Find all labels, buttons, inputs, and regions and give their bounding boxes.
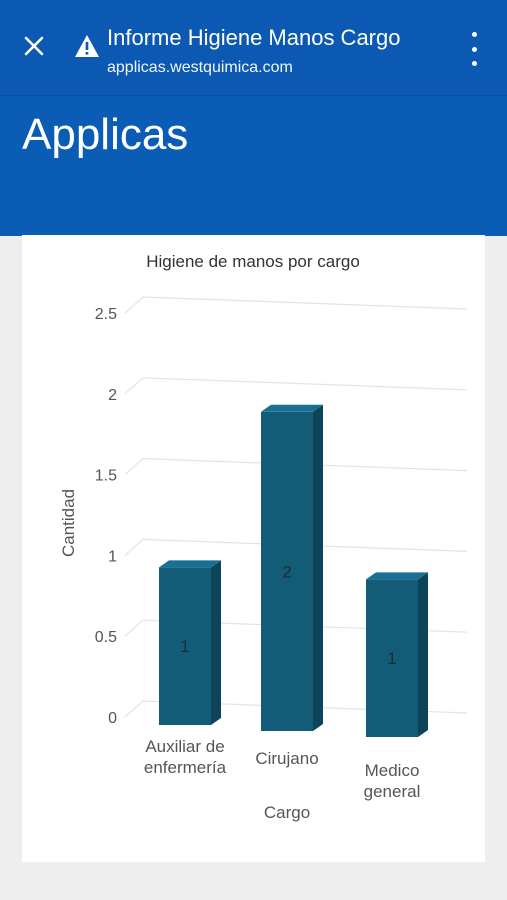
y-tick-label: 2 [108,387,117,404]
gridlines [124,296,468,718]
x-tick-label: Auxiliar de enfermería [144,737,227,777]
gridline [124,700,468,718]
bar-top [261,404,323,412]
bar: 1 [366,572,428,737]
x-tick-label: Cirujano [255,749,318,768]
bar-front [366,579,418,737]
bar-data-label: 1 [387,649,396,668]
close-button[interactable] [18,30,50,62]
bar-top [366,572,428,580]
bars: 1 2 1 [159,404,428,737]
y-tick-label: 0 [108,710,117,727]
x-axis-title: Cargo [264,803,310,822]
bar-chart: Higiene de manos por cargo Cantidad Carg… [59,252,468,822]
app-title: Applicas [22,110,189,159]
y-tick-label: 1.5 [95,468,117,485]
y-tick-label: 0.5 [95,629,117,646]
bar-side [418,572,428,737]
close-icon [24,36,44,56]
bar-side [211,560,221,725]
page-url[interactable]: applicas.westquimica.com [107,59,293,76]
gridline [124,457,468,476]
warning-icon[interactable] [74,34,100,58]
bar-side [313,404,323,731]
y-axis-title: Cantidad [59,489,78,557]
y-axis-ticks: 0 0.5 1 1.5 2 2.5 [95,306,117,727]
more-vert-icon-dot [471,32,477,37]
more-vert-icon-dot [471,46,477,52]
chart-card: Higiene de manos por cargo Cantidad Carg… [22,235,485,862]
gridline [124,377,468,395]
more-vert-icon-dot [471,61,477,66]
x-tick-label: Medico general [364,761,421,801]
chart-title: Higiene de manos por cargo [146,252,360,271]
y-tick-label: 2.5 [95,306,117,323]
bar: 1 [159,560,221,725]
browser-toolbar: Informe Higiene Manos Cargo applicas.wes… [0,0,507,95]
gridline [124,538,468,556]
bar-data-label: 2 [282,562,291,581]
page-title: Informe Higiene Manos Cargo [107,25,401,50]
more-options-button[interactable] [462,32,486,66]
gridline [124,619,468,637]
bar-data-label: 1 [180,637,189,656]
x-axis-labels: Auxiliar de enfermería Cirujano Medico gener… [144,737,420,801]
app-header: Applicas [0,95,507,236]
bar-front [159,567,211,725]
y-tick-label: 1 [108,548,117,565]
gridline [124,296,468,314]
bar-front [261,411,313,731]
bar-top [159,560,221,568]
bar: 2 [261,404,323,731]
